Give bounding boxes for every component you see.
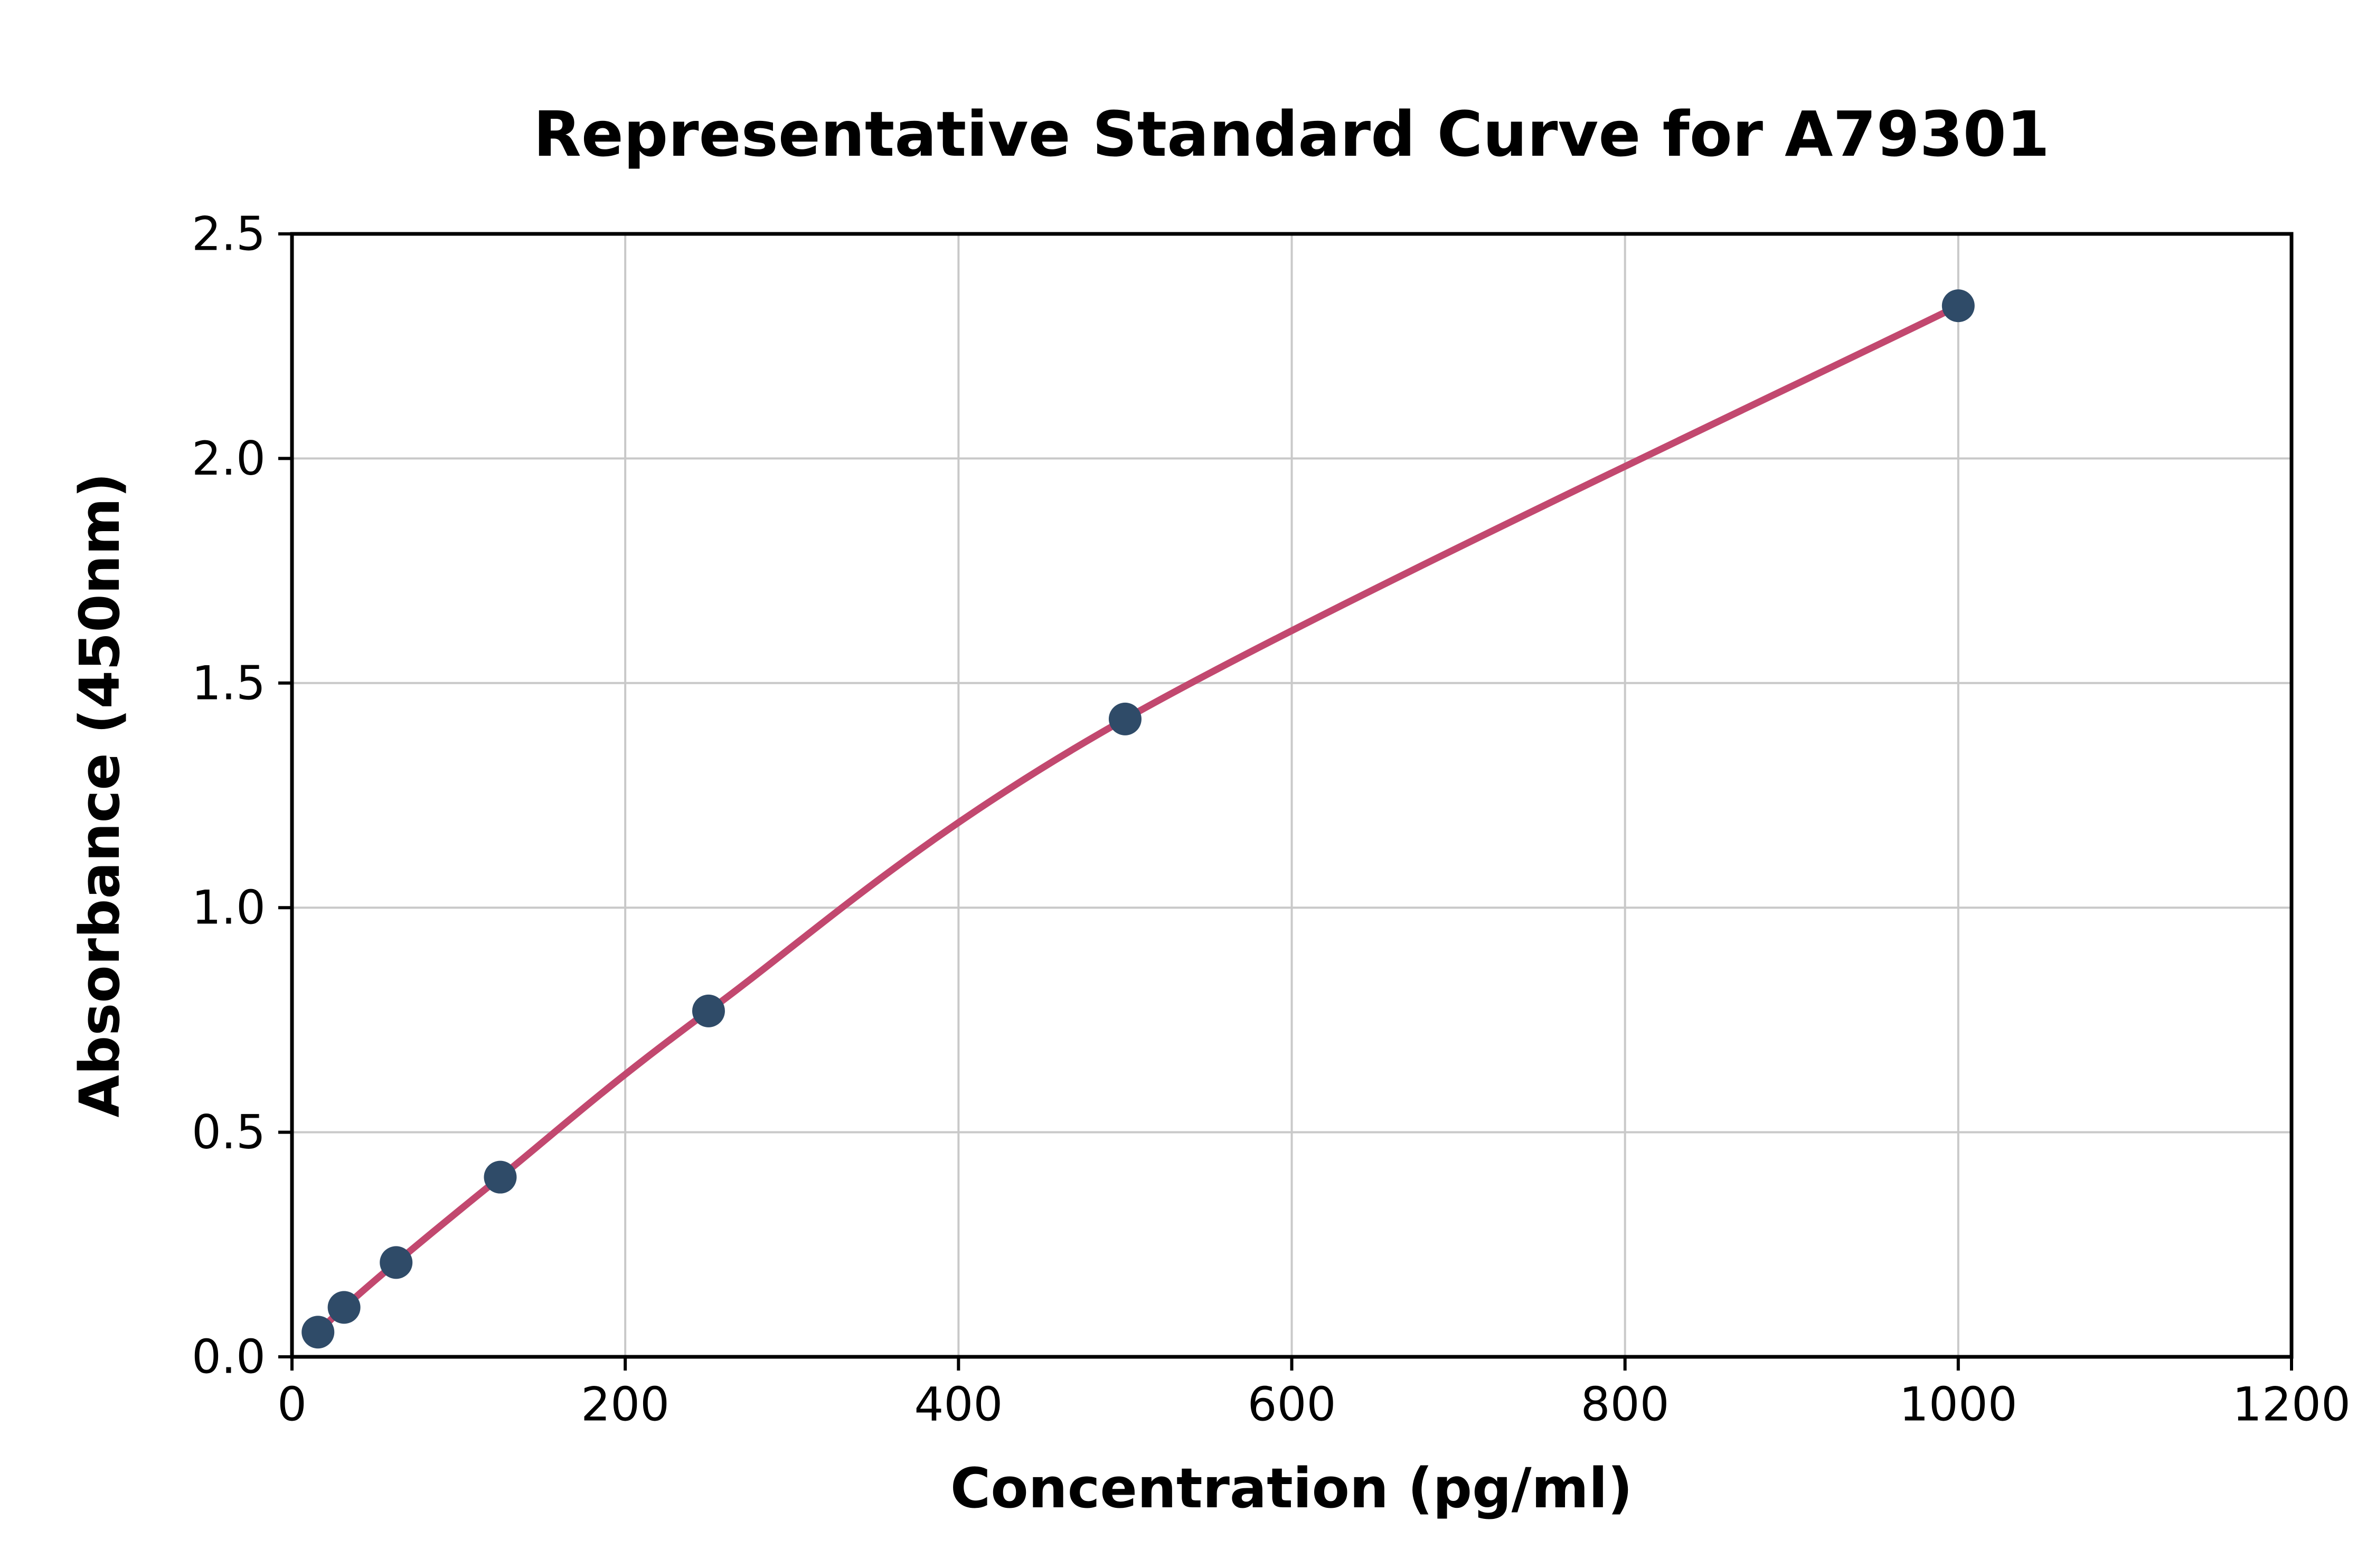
x-tick-label: 600 <box>1248 1377 1336 1432</box>
y-tick-label: 0.5 <box>192 1105 266 1159</box>
y-tick-label: 0.0 <box>192 1330 266 1384</box>
grid-lines <box>291 233 2293 1358</box>
chart-title: Representative Standard Curve for A79301 <box>533 98 2050 171</box>
data-series <box>301 289 1975 1349</box>
y-tick-label: 1.0 <box>192 881 266 935</box>
data-point-marker <box>692 994 725 1027</box>
x-tick-label: 0 <box>277 1377 307 1432</box>
data-point-marker <box>1941 289 1975 323</box>
x-tick-label: 1200 <box>2232 1377 2351 1432</box>
x-tick-label: 1000 <box>1899 1377 2017 1432</box>
y-axis-label: Absorbance (450nm) <box>68 473 132 1117</box>
data-point-marker <box>484 1160 517 1194</box>
data-point-marker <box>380 1246 413 1279</box>
axes <box>278 232 2294 1371</box>
x-axis-label: Concentration (pg/ml) <box>950 1456 1633 1520</box>
curve-line <box>314 302 1962 1336</box>
data-point-marker <box>1108 702 1142 735</box>
tick-labels: 0 200 400 600 800 1000 1200 0.0 0.5 1.0 1.5 2.0 2.5 <box>192 207 2351 1432</box>
data-point-marker <box>301 1316 335 1349</box>
y-tick-label: 2.5 <box>192 207 266 261</box>
x-tick-label: 200 <box>581 1377 670 1432</box>
y-tick-label: 1.5 <box>192 656 266 710</box>
x-tick-label: 800 <box>1581 1377 1670 1432</box>
y-tick-label: 2.0 <box>192 431 266 486</box>
data-point-marker <box>327 1291 361 1324</box>
x-tick-label: 400 <box>914 1377 1003 1432</box>
